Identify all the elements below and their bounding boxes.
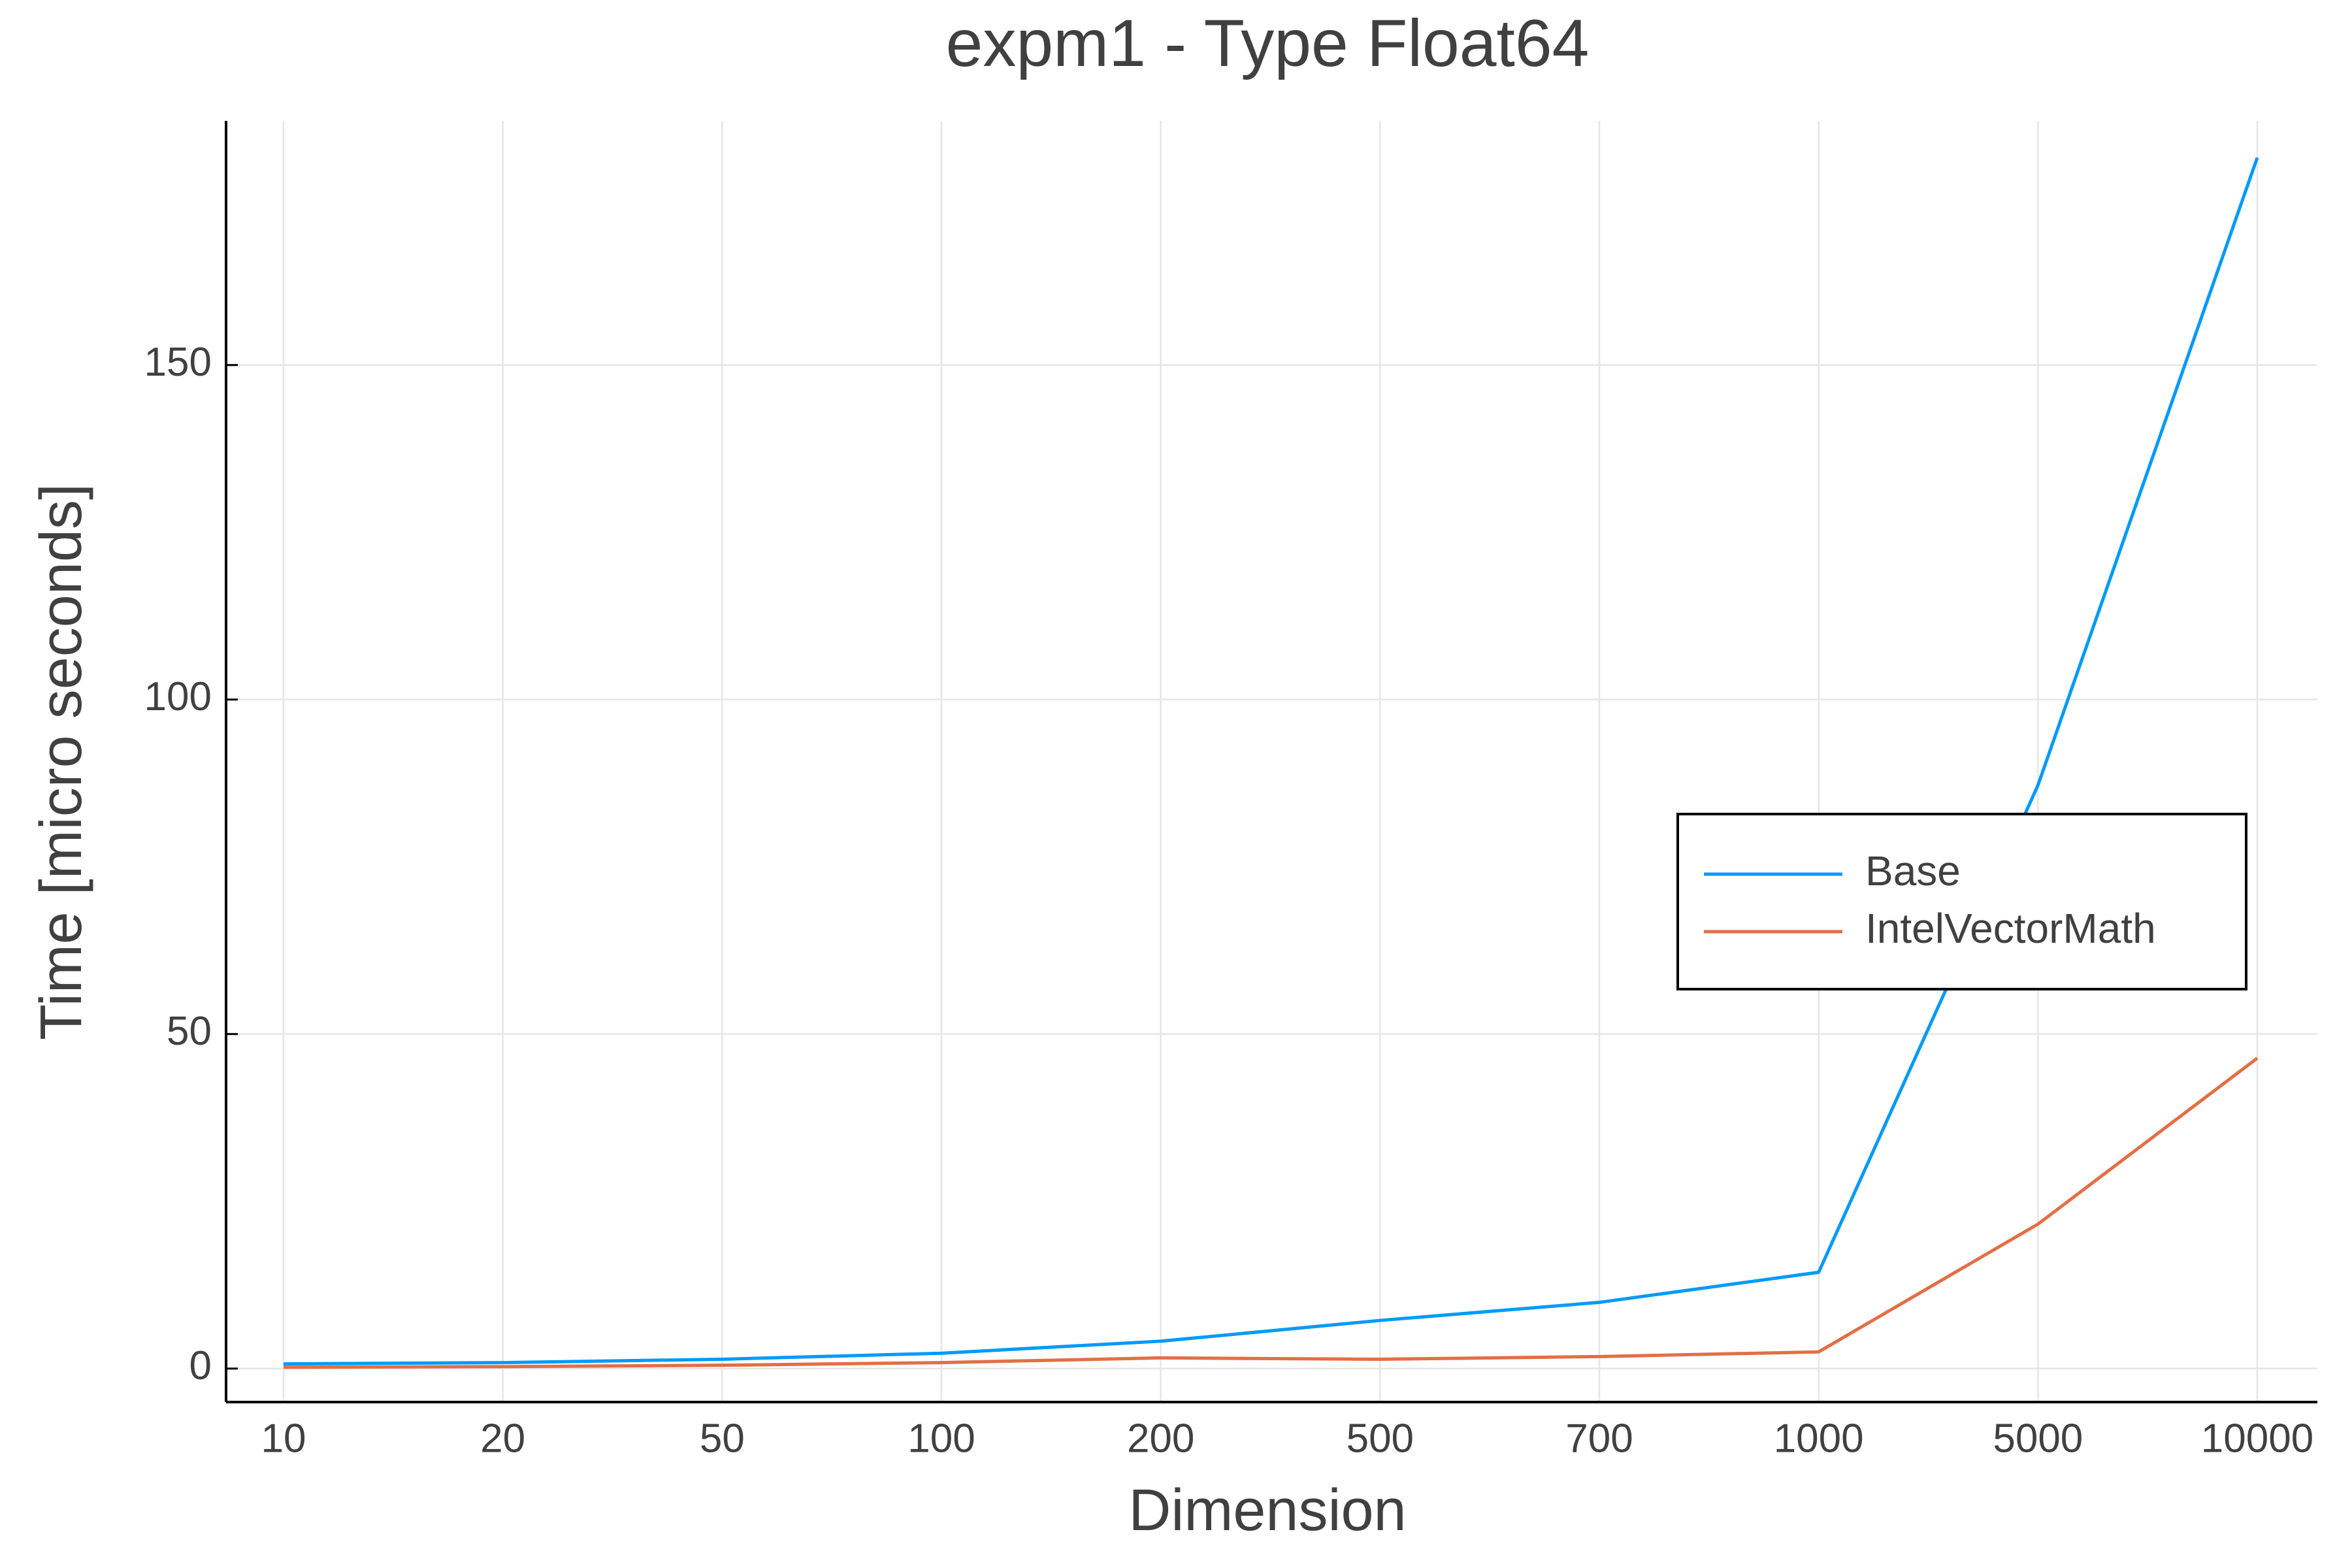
x-tick-label: 10000 (2201, 1416, 2313, 1461)
data-line (283, 157, 2259, 1366)
x-tick-label: 5000 (1993, 1416, 2083, 1461)
data-line (283, 1056, 2259, 1369)
y-tick-label: 50 (167, 1009, 212, 1054)
y-axis-label: Time [micro seconds] (29, 483, 94, 1040)
y-tick-label: 100 (144, 674, 212, 719)
x-tick-label: 10 (261, 1416, 306, 1461)
chart-title: expm1 - Type Float64 (946, 6, 1590, 80)
x-tick-label: 200 (1127, 1416, 1194, 1461)
x-tick-label: 500 (1347, 1416, 1414, 1461)
x-tick-label: 1000 (1774, 1416, 1864, 1461)
legend-label: Base (1865, 847, 1961, 894)
x-tick-label: 100 (907, 1416, 975, 1461)
y-tick-label: 150 (144, 340, 212, 385)
legend-box (1676, 813, 2247, 990)
legend-label: IntelVectorMath (1865, 905, 2156, 952)
x-tick-label: 20 (480, 1416, 525, 1461)
x-axis-label: Dimension (1128, 1478, 1406, 1543)
x-tick-label: 700 (1565, 1416, 1633, 1461)
x-tick-label: 50 (700, 1416, 745, 1461)
y-tick-label: 0 (189, 1343, 212, 1388)
